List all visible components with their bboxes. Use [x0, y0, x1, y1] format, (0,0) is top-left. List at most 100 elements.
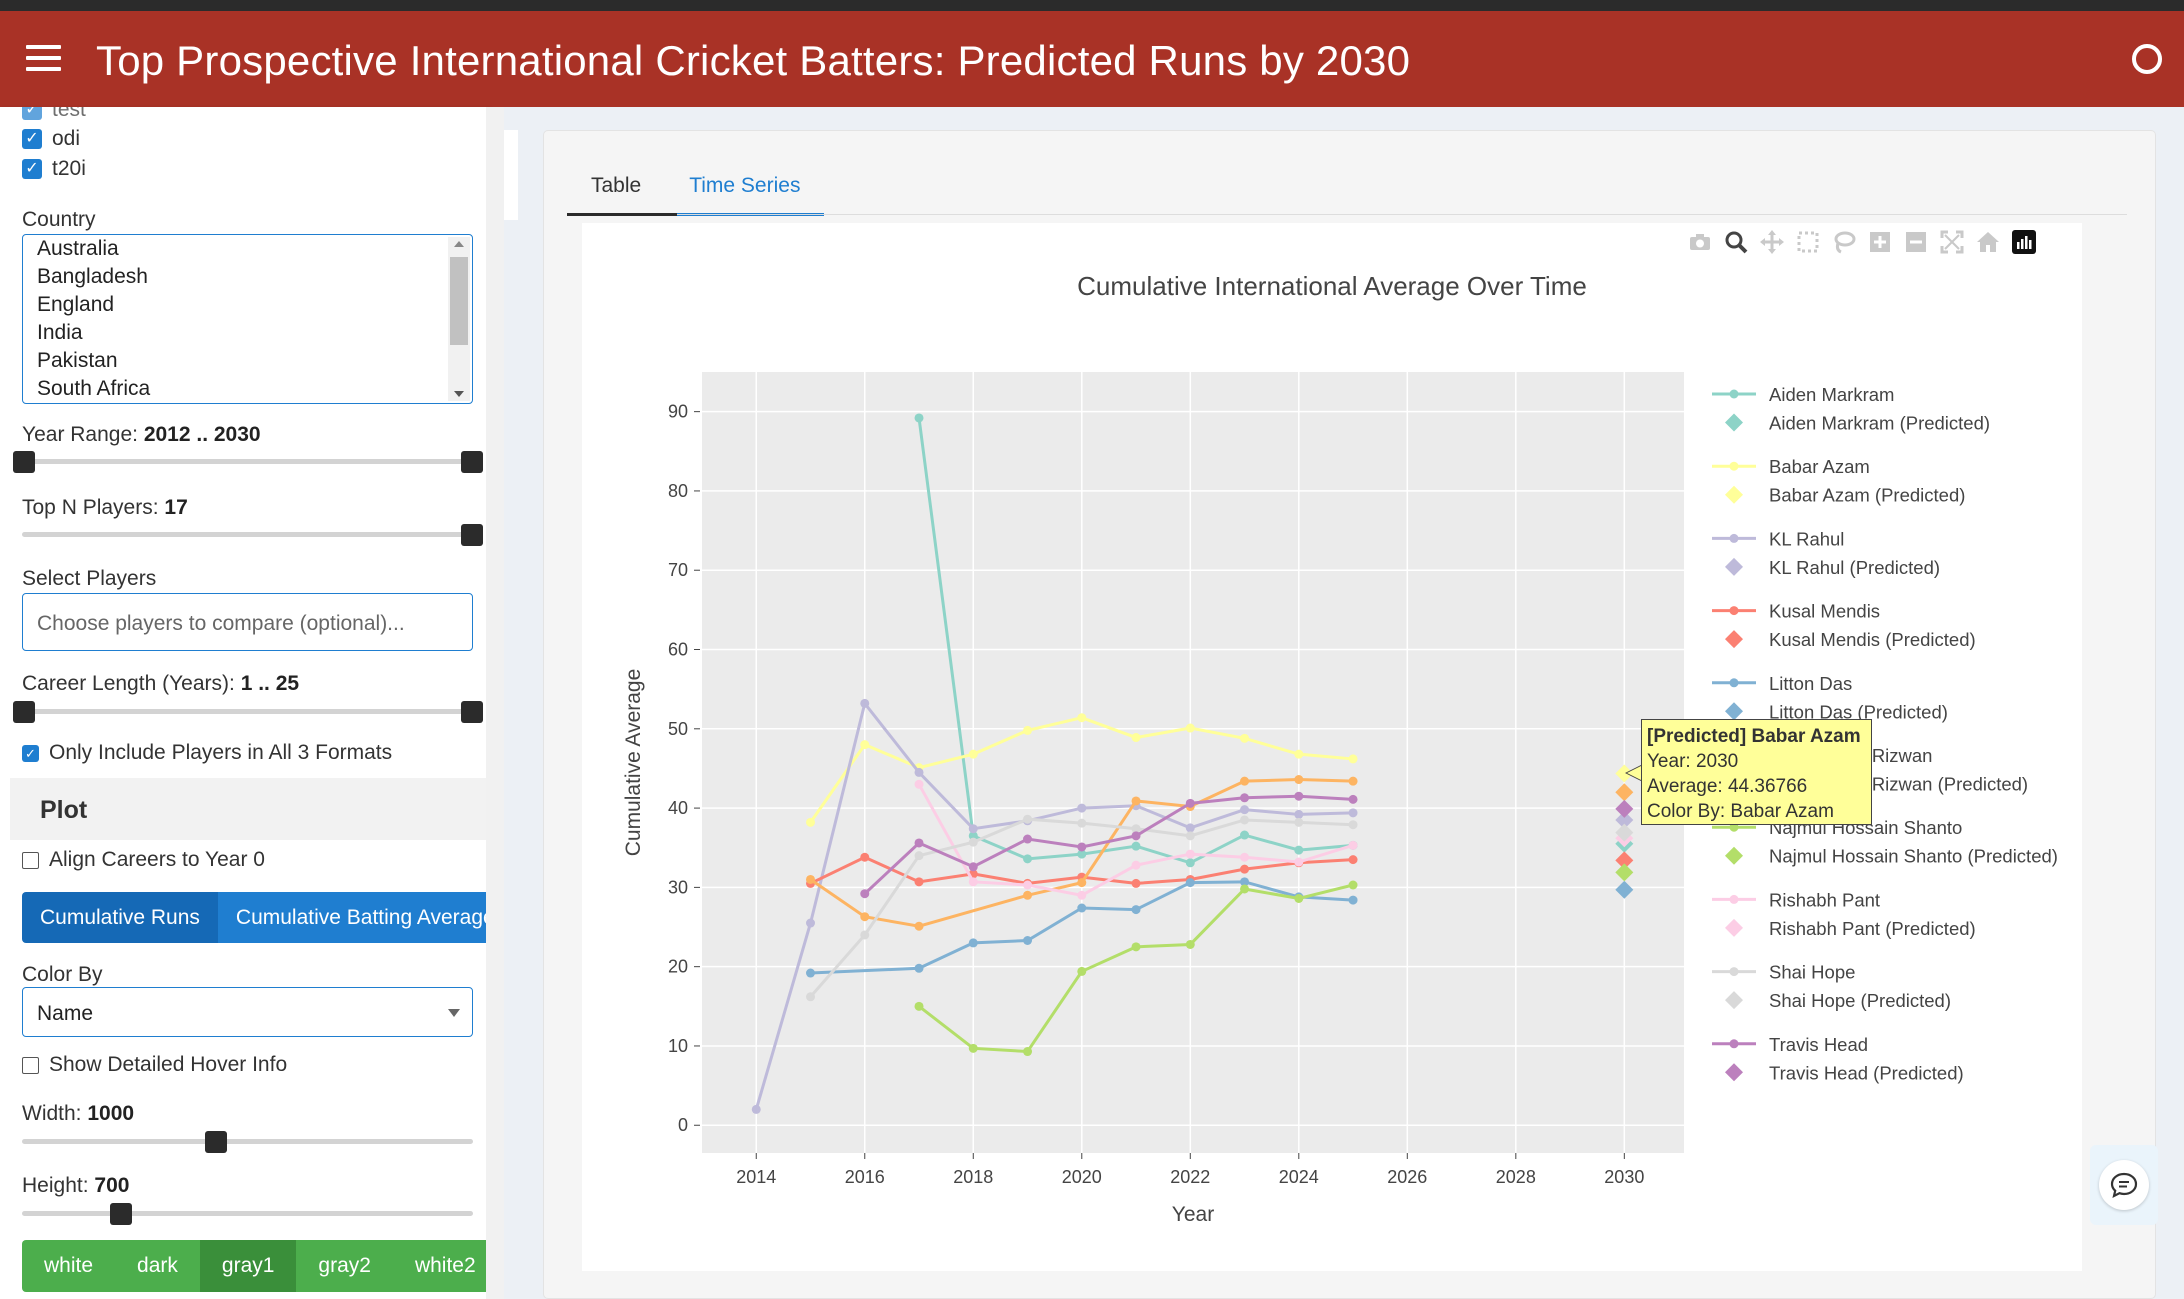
x-tick-label: 2028	[1496, 1167, 1536, 1187]
y-tick-label: 40	[668, 798, 688, 818]
format-checkbox-odi[interactable]: ✓ odi	[22, 127, 80, 151]
checkbox-unchecked-icon[interactable]	[22, 1056, 39, 1074]
year-range-value: 2012 .. 2030	[143, 423, 261, 446]
y-tick-label: 90	[668, 402, 688, 422]
all-formats-label: Only Include Players in All 3 Formats	[49, 741, 393, 764]
top-n-label: Top N Players: 17	[22, 496, 188, 520]
tooltip-average: Average: 44.36766	[1647, 776, 1808, 797]
theme-gray2-button[interactable]: gray2	[296, 1240, 393, 1292]
data-point	[1185, 823, 1195, 833]
page-title: Top Prospective International Cricket Ba…	[96, 37, 1411, 84]
checkbox-checked-icon[interactable]: ✓	[22, 159, 42, 179]
circle-icon[interactable]	[2132, 44, 2162, 74]
year-range-slider[interactable]	[22, 459, 473, 464]
data-point	[1131, 796, 1141, 806]
metric-button-group: Cumulative Runs Cumulative Batting Avera…	[22, 892, 489, 943]
data-point	[1294, 775, 1304, 785]
format-label-test: test	[52, 107, 86, 121]
career-length-max-handle[interactable]	[461, 701, 483, 723]
cumulative-average-button[interactable]: Cumulative Batting Average	[217, 892, 489, 943]
align-careers-checkbox[interactable]: Align Careers to Year 0	[22, 848, 265, 872]
zoom-out-icon[interactable]	[1898, 228, 1934, 256]
camera-icon[interactable]	[1682, 228, 1718, 256]
height-handle[interactable]	[110, 1203, 132, 1225]
autoscale-icon[interactable]	[1934, 228, 1970, 256]
data-point	[1348, 820, 1358, 830]
color-by-select[interactable]: Name	[22, 987, 473, 1037]
sidebar-toggle-icon[interactable]	[26, 45, 61, 75]
year-range-max-handle[interactable]	[461, 451, 483, 473]
country-listbox[interactable]: Australia Bangladesh England India Pakis…	[22, 234, 473, 404]
chat-bubble-icon[interactable]	[2099, 1160, 2149, 1210]
scroll-down-icon[interactable]	[454, 391, 464, 397]
data-point	[1185, 878, 1195, 888]
data-point	[914, 779, 924, 789]
detailed-hover-label: Show Detailed Hover Info	[49, 1053, 288, 1076]
plot-section-header: Plot	[10, 778, 488, 840]
legend-marker	[1729, 967, 1739, 977]
plotly-logo-icon[interactable]	[2006, 228, 2042, 256]
lasso-icon[interactable]	[1826, 228, 1862, 256]
data-point	[1348, 808, 1358, 818]
data-point	[1240, 815, 1250, 825]
time-series-chart[interactable]: 2014 2016 2018 2020 2022 2024 2026 2028 20300102…	[582, 223, 2082, 1271]
top-n-handle[interactable]	[461, 524, 483, 546]
legend-diamond-swatch	[1725, 918, 1743, 937]
data-point	[968, 824, 978, 834]
theme-white-button[interactable]: white	[22, 1240, 116, 1292]
content-gutter	[504, 107, 518, 1299]
country-option[interactable]: England	[37, 293, 115, 316]
tab-bar: Table Time Series	[567, 158, 825, 216]
checkbox-checked-icon[interactable]: ✓	[22, 744, 39, 762]
theme-dark-button[interactable]: dark	[115, 1240, 200, 1292]
data-point	[1023, 890, 1033, 900]
chat-button[interactable]	[2090, 1145, 2158, 1225]
cumulative-runs-button[interactable]: Cumulative Runs	[22, 892, 218, 943]
data-point	[860, 889, 870, 899]
tab-table-underline	[567, 213, 677, 216]
top-n-slider[interactable]	[22, 532, 473, 537]
zoom-icon[interactable]	[1718, 228, 1754, 256]
data-point	[806, 874, 816, 884]
country-option[interactable]: Australia	[37, 237, 119, 260]
predicted-point	[1615, 810, 1634, 829]
checkbox-checked-icon[interactable]: ✓	[22, 129, 42, 149]
year-range-min-handle[interactable]	[13, 451, 35, 473]
height-slider[interactable]	[22, 1211, 473, 1216]
scroll-up-icon[interactable]	[454, 241, 464, 247]
all-formats-checkbox[interactable]: ✓ Only Include Players in All 3 Formats	[22, 741, 392, 765]
height-label: Height: 700	[22, 1174, 129, 1198]
career-length-slider[interactable]	[22, 709, 473, 714]
format-checkbox-t20i[interactable]: ✓ t20i	[22, 157, 86, 181]
year-range-label: Year Range: 2012 .. 2030	[22, 423, 261, 447]
tab-underline	[567, 214, 2127, 215]
width-handle[interactable]	[205, 1131, 227, 1153]
tab-table[interactable]: Table	[591, 174, 642, 197]
country-option[interactable]: India	[37, 321, 83, 344]
country-option[interactable]: Pakistan	[37, 349, 118, 372]
legend-label: Rishabh Pant	[1769, 889, 1880, 910]
theme-gray1-button[interactable]: gray1	[199, 1240, 297, 1292]
listbox-scroll-thumb[interactable]	[450, 257, 468, 345]
sidebar-scrollbar[interactable]	[486, 107, 504, 1299]
pan-icon[interactable]	[1754, 228, 1790, 256]
detailed-hover-checkbox[interactable]: Show Detailed Hover Info	[22, 1053, 287, 1077]
zoom-in-icon[interactable]	[1862, 228, 1898, 256]
plot-modebar	[1682, 228, 2042, 256]
box-select-icon[interactable]	[1790, 228, 1826, 256]
home-icon[interactable]	[1970, 228, 2006, 256]
data-point	[968, 862, 978, 872]
country-option[interactable]: Bangladesh	[37, 265, 148, 288]
country-option[interactable]: South Africa	[37, 377, 151, 400]
format-checkbox-test[interactable]: ✓ test	[22, 107, 86, 122]
theme-button-group: white dark gray1 gray2 white2	[22, 1240, 489, 1292]
tab-time-series[interactable]: Time Series	[665, 158, 825, 216]
width-slider[interactable]	[22, 1139, 473, 1144]
select-players-input[interactable]: Choose players to compare (optional)...	[22, 593, 473, 651]
data-point	[860, 740, 870, 750]
checkbox-unchecked-icon[interactable]	[22, 851, 39, 869]
career-length-min-handle[interactable]	[13, 701, 35, 723]
checkbox-checked-icon[interactable]: ✓	[22, 107, 42, 120]
x-tick-label: 2014	[736, 1167, 776, 1187]
theme-white2-button[interactable]: white2	[392, 1240, 489, 1292]
